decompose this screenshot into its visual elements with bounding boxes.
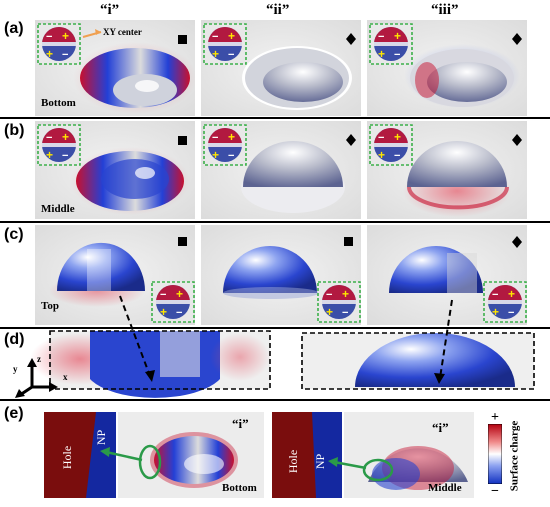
- axis-label-z: z: [37, 354, 41, 364]
- panel-label-b: (b): [4, 122, 25, 139]
- panel-c-image-ii: [201, 225, 361, 325]
- square-marker-icon: [178, 237, 187, 246]
- colorbar-label: Surface charge: [508, 420, 521, 492]
- column-header-ii: “ii”: [266, 2, 290, 18]
- column-header-iii: “iii”: [431, 2, 459, 18]
- panel-e-left-position: Bottom: [222, 482, 257, 494]
- axis-label-x: x: [63, 372, 68, 382]
- square-marker-icon: [178, 136, 187, 145]
- np-label-right: NP: [313, 453, 328, 470]
- row-label-bottom: Bottom: [41, 97, 76, 109]
- panel-label-c: (c): [4, 226, 24, 243]
- panel-b-image-ii: [201, 121, 361, 219]
- colorbar-plus: +: [491, 410, 499, 425]
- diamond-marker-icon: [346, 134, 356, 146]
- colorbar: [488, 424, 502, 484]
- panel-d-image: [15, 330, 535, 398]
- panel-b-image-i: [35, 121, 195, 219]
- panel-label-a: (a): [4, 20, 24, 37]
- panel-a-image-i: [35, 20, 195, 116]
- np-label-left: NP: [94, 429, 109, 446]
- hole-label-right: Hole: [286, 449, 301, 474]
- diamond-marker-icon: [512, 33, 522, 45]
- panel-e-left-tag: “i”: [232, 416, 249, 431]
- panel-label-d: (d): [4, 331, 25, 348]
- diamond-marker-icon: [346, 33, 356, 45]
- column-header-i: “i”: [100, 2, 120, 18]
- row-separator: [0, 399, 550, 401]
- xy-center-annotation: XY center: [103, 27, 142, 37]
- panel-e-right-image: [272, 412, 474, 498]
- axes-icon: [15, 358, 58, 398]
- square-marker-icon: [344, 237, 353, 246]
- panel-c-image-iii: [367, 225, 527, 325]
- row-label-middle: Middle: [41, 203, 75, 215]
- diamond-marker-icon: [512, 236, 522, 248]
- axis-label-y: y: [13, 364, 18, 374]
- square-marker-icon: [178, 35, 187, 44]
- panel-e-right-tag: “i”: [432, 420, 449, 435]
- panel-a-image-ii: [201, 20, 361, 116]
- diamond-marker-icon: [512, 134, 522, 146]
- row-separator: [0, 117, 550, 119]
- panel-a-image-iii: [367, 20, 527, 116]
- panel-e-left-image: [44, 412, 264, 498]
- panel-label-e: (e): [4, 405, 24, 422]
- panel-b-image-iii: [367, 121, 527, 219]
- colorbar-minus: −: [491, 484, 499, 499]
- row-separator: [0, 221, 550, 223]
- panel-c-image-i: [35, 225, 195, 325]
- row-separator: [0, 327, 550, 329]
- hole-label-left: Hole: [60, 445, 75, 470]
- panel-e-right-position: Middle: [428, 482, 462, 494]
- row-label-top: Top: [41, 300, 59, 312]
